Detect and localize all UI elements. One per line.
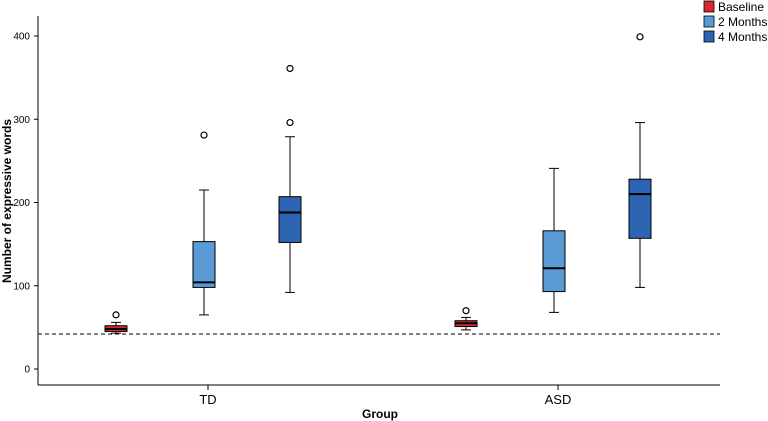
legend-swatch [703, 30, 715, 43]
box-asd-2-months [542, 167, 566, 313]
box-asd-4-months [628, 33, 652, 288]
iqr-box [278, 196, 302, 243]
y-tick-label: 200 [13, 198, 30, 209]
iqr-box [542, 230, 566, 293]
y-tick-label: 0 [24, 365, 30, 376]
legend-swatch [703, 15, 715, 28]
outlier-point [112, 311, 120, 319]
outlier-point [636, 33, 644, 41]
y-tick-label: 100 [13, 281, 30, 292]
iqr-box [628, 178, 652, 239]
box-td-2-months [192, 131, 216, 316]
y-axis-title: Number of expressive words [0, 119, 14, 283]
x-tick-label: TD [199, 392, 216, 407]
legend-label: Baseline [718, 0, 764, 14]
legend-swatch [703, 0, 715, 13]
outlier-point [462, 307, 470, 315]
legend-item-4-months: 4 Months [703, 30, 767, 44]
legend-item-baseline: Baseline [703, 0, 764, 14]
legend-label: 2 Months [718, 15, 767, 29]
legend-item-2-months: 2 Months [703, 15, 767, 29]
y-tick-label: 400 [13, 32, 30, 43]
outlier-point [286, 64, 294, 73]
legend-label: 4 Months [718, 30, 767, 44]
outlier-point [200, 131, 208, 139]
box-td-baseline [104, 311, 128, 334]
x-tick-label: ASD [545, 392, 572, 407]
y-tick-label: 300 [13, 115, 30, 126]
axis-layer: 0 100 200 300 400 TD ASD [13, 16, 720, 407]
outlier-point [286, 118, 294, 127]
box-asd-baseline [454, 307, 478, 331]
box-layer [104, 33, 652, 334]
box-td-4-months [278, 64, 302, 293]
iqr-box [192, 241, 216, 288]
x-axis-title: Group [362, 407, 398, 421]
